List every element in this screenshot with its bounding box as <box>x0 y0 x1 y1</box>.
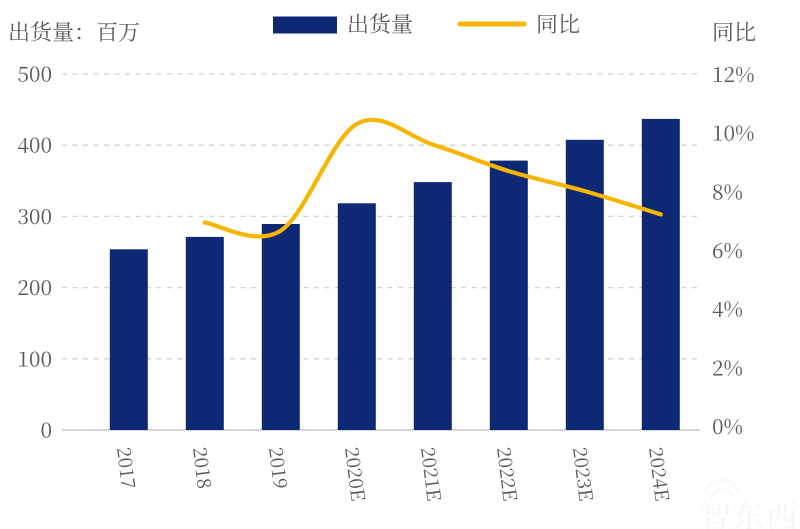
svg-text:10%: 10% <box>712 118 754 148</box>
svg-text:2%: 2% <box>712 352 743 382</box>
svg-text:200: 200 <box>17 272 52 302</box>
svg-text:4%: 4% <box>712 294 743 324</box>
svg-text:400: 400 <box>17 130 52 160</box>
svg-text:12%: 12% <box>712 59 754 89</box>
svg-text:8%: 8% <box>712 176 743 206</box>
svg-text:出货量: 出货量 <box>347 8 413 39</box>
svg-text:同比: 同比 <box>712 16 756 47</box>
svg-text:2019: 2019 <box>263 445 295 490</box>
svg-text:0: 0 <box>40 415 52 445</box>
svg-text:100: 100 <box>17 343 52 373</box>
svg-text:0%: 0% <box>712 411 743 441</box>
svg-text:500: 500 <box>17 59 52 89</box>
svg-text:2017: 2017 <box>111 445 143 490</box>
svg-text:同比: 同比 <box>536 8 580 39</box>
svg-text:智东西: 智东西 <box>699 492 800 529</box>
svg-text:300: 300 <box>17 201 52 231</box>
svg-text:出货量：百万: 出货量：百万 <box>8 16 140 47</box>
svg-text:6%: 6% <box>712 235 743 265</box>
svg-text:2018: 2018 <box>187 445 219 490</box>
